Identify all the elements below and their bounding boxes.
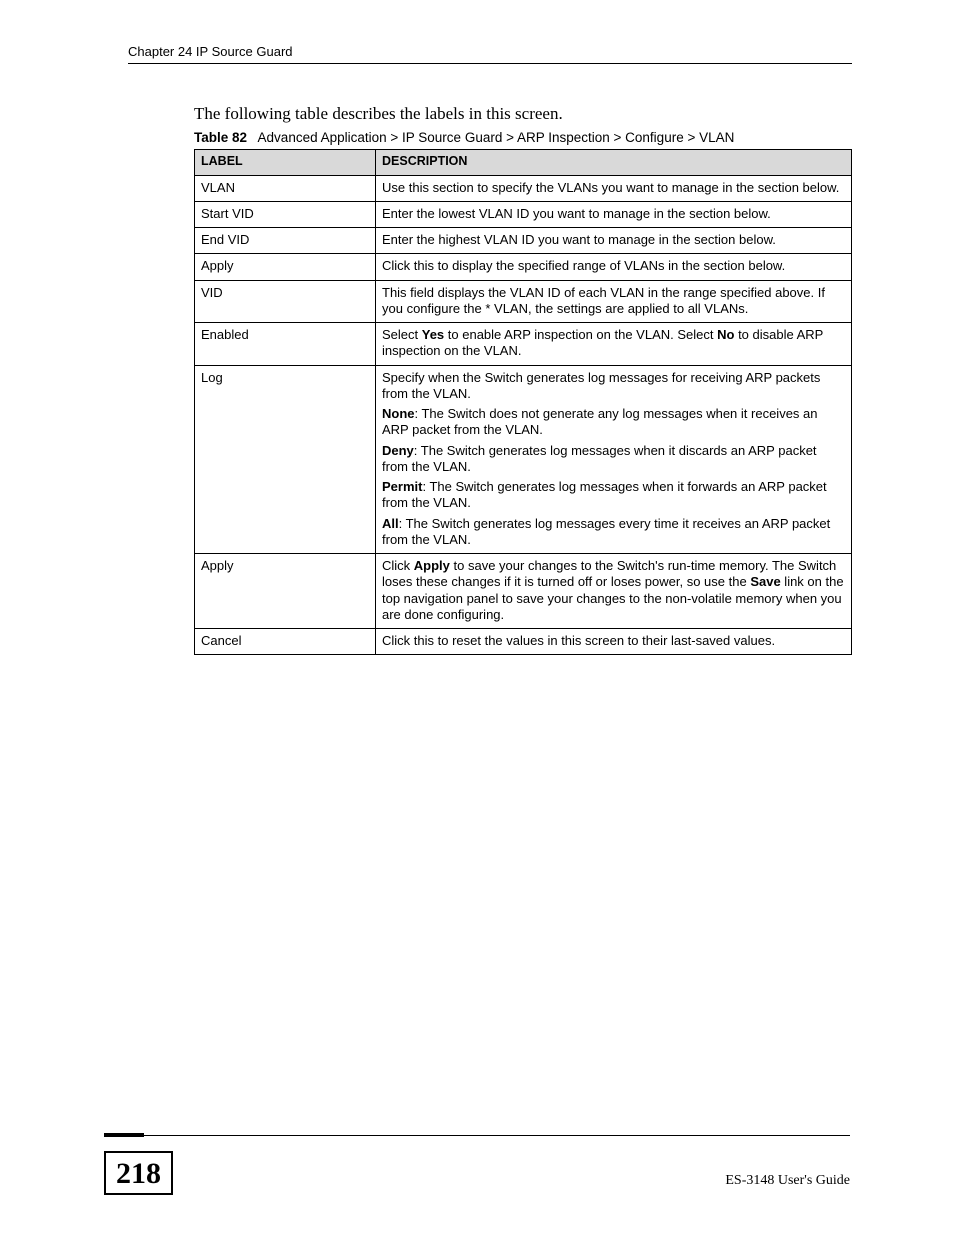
page-container: Chapter 24 IP Source Guard The following…	[0, 0, 954, 1235]
guide-name: ES-3148 User's Guide	[725, 1173, 850, 1195]
cell-desc: Specify when the Switch generates log me…	[376, 365, 852, 554]
table-row: VLAN Use this section to specify the VLA…	[195, 175, 852, 201]
cell-label: Enabled	[195, 323, 376, 366]
bold-yes: Yes	[422, 327, 444, 342]
table-row: Start VID Enter the lowest VLAN ID you w…	[195, 201, 852, 227]
cell-desc: Click this to reset the values in this s…	[376, 629, 852, 655]
text-segment: : The Switch generates log messages when…	[382, 479, 827, 510]
log-all: All: The Switch generates log messages e…	[382, 516, 845, 549]
log-permit: Permit: The Switch generates log message…	[382, 479, 845, 512]
col-header-description: DESCRIPTION	[376, 150, 852, 176]
cell-desc: Select Yes to enable ARP inspection on t…	[376, 323, 852, 366]
table-row: Apply Click this to display the specifie…	[195, 254, 852, 280]
cell-label: End VID	[195, 228, 376, 254]
cell-label: Cancel	[195, 629, 376, 655]
intro-text: The following table describes the labels…	[194, 104, 852, 124]
table-row: Apply Click Apply to save your changes t…	[195, 554, 852, 629]
bold-no: No	[717, 327, 734, 342]
col-header-label: LABEL	[195, 150, 376, 176]
description-table: LABEL DESCRIPTION VLAN Use this section …	[194, 149, 852, 655]
table-row: Cancel Click this to reset the values in…	[195, 629, 852, 655]
table-row: Log Specify when the Switch generates lo…	[195, 365, 852, 554]
table-row: Enabled Select Yes to enable ARP inspect…	[195, 323, 852, 366]
bold-permit: Permit	[382, 479, 422, 494]
text-segment: : The Switch does not generate any log m…	[382, 406, 818, 437]
log-none: None: The Switch does not generate any l…	[382, 406, 845, 439]
cell-desc: Click Apply to save your changes to the …	[376, 554, 852, 629]
text-segment: to enable ARP inspection on the VLAN. Se…	[444, 327, 717, 342]
footer-divider	[104, 1129, 850, 1143]
bold-all: All	[382, 516, 399, 531]
log-deny: Deny: The Switch generates log messages …	[382, 443, 845, 476]
page-number: 218	[104, 1151, 173, 1195]
table-caption-text: Advanced Application > IP Source Guard >…	[258, 130, 735, 145]
footer-row: 218 ES-3148 User's Guide	[104, 1151, 850, 1195]
page-footer: 218 ES-3148 User's Guide	[0, 1129, 954, 1195]
footer-thick-line	[104, 1133, 144, 1137]
cell-label: Apply	[195, 254, 376, 280]
cell-label: VLAN	[195, 175, 376, 201]
cell-desc: Enter the highest VLAN ID you want to ma…	[376, 228, 852, 254]
cell-label: Log	[195, 365, 376, 554]
footer-thin-line	[104, 1135, 850, 1136]
table-number: Table 82	[194, 130, 247, 145]
cell-label: Start VID	[195, 201, 376, 227]
cell-label: Apply	[195, 554, 376, 629]
bold-none: None	[382, 406, 415, 421]
table-header-row: LABEL DESCRIPTION	[195, 150, 852, 176]
cell-desc: Use this section to specify the VLANs yo…	[376, 175, 852, 201]
cell-desc: Enter the lowest VLAN ID you want to man…	[376, 201, 852, 227]
log-intro: Specify when the Switch generates log me…	[382, 370, 845, 403]
bold-apply: Apply	[414, 558, 450, 573]
text-segment: : The Switch generates log messages when…	[382, 443, 817, 474]
table-row: VID This field displays the VLAN ID of e…	[195, 280, 852, 323]
bold-save: Save	[750, 574, 780, 589]
text-segment: Click	[382, 558, 414, 573]
cell-label: VID	[195, 280, 376, 323]
text-segment: : The Switch generates log messages ever…	[382, 516, 830, 547]
cell-desc: Click this to display the specified rang…	[376, 254, 852, 280]
bold-deny: Deny	[382, 443, 414, 458]
text-segment: Select	[382, 327, 422, 342]
table-row: End VID Enter the highest VLAN ID you wa…	[195, 228, 852, 254]
table-caption: Table 82 Advanced Application > IP Sourc…	[194, 130, 852, 145]
chapter-header: Chapter 24 IP Source Guard	[128, 44, 852, 64]
cell-desc: This field displays the VLAN ID of each …	[376, 280, 852, 323]
